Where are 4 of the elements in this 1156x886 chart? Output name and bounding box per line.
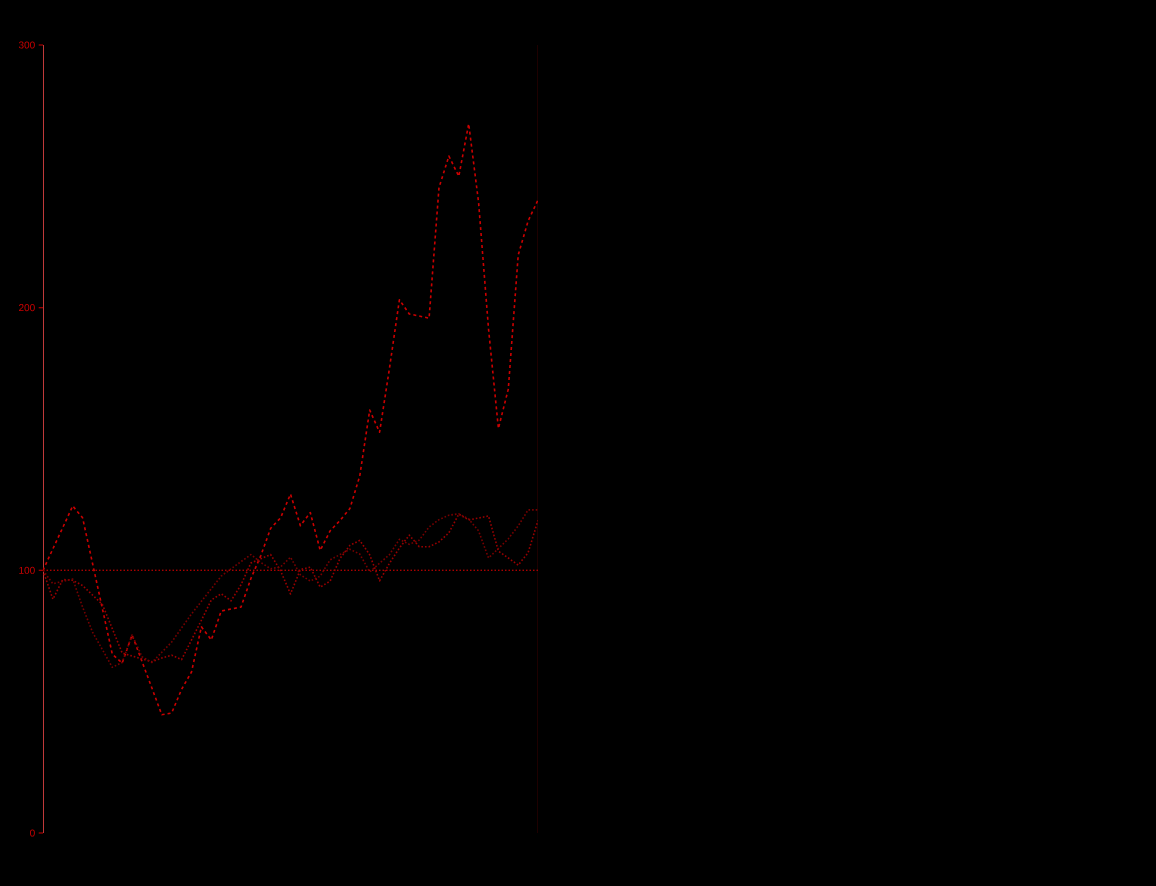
y-tick-label: 0 (30, 829, 35, 837)
y-tick-label: 100 (19, 566, 35, 574)
y-tick-label: 300 (18, 41, 35, 49)
y-tick-label: 200 (19, 304, 35, 312)
